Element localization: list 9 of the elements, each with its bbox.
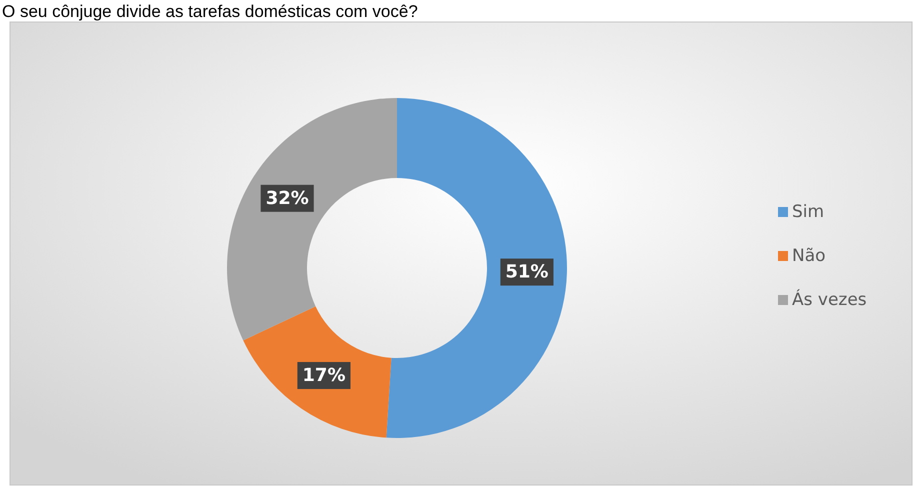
legend-label: Não — [792, 246, 826, 266]
legend-label: Sim — [792, 202, 824, 222]
data-label: 17% — [302, 365, 346, 386]
data-label: 32% — [266, 188, 309, 209]
donut-slice — [227, 98, 397, 340]
data-label: 51% — [505, 262, 548, 283]
chart-title: O seu cônjuge divide as tarefas domésticas com você? — [2, 2, 418, 21]
donut-slice — [386, 98, 567, 438]
legend-label: Ás vezes — [792, 289, 867, 310]
